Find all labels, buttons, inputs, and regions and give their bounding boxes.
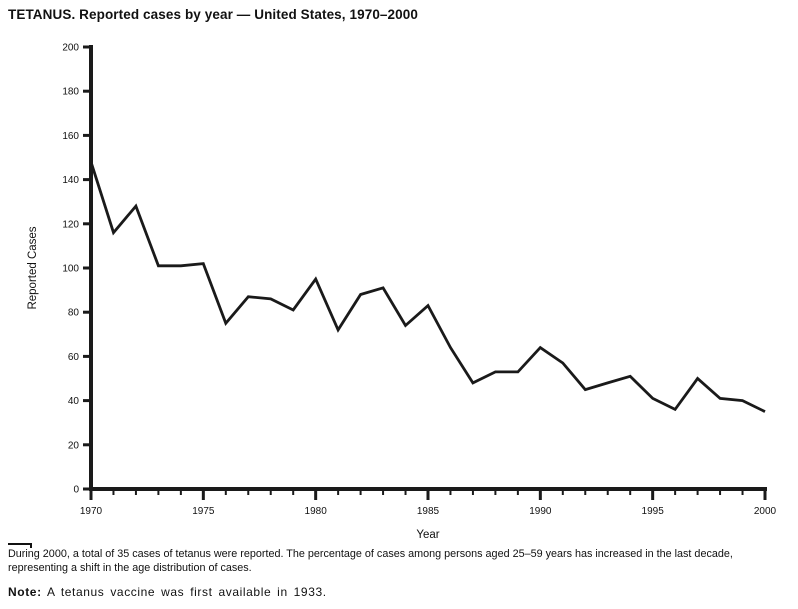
x-axis-label: Year	[416, 529, 439, 541]
y-axis-label: Reported Cases	[27, 226, 39, 309]
note-line: Note: A tetanus vaccine was first availa…	[8, 585, 788, 599]
x-tick-label: 1985	[417, 506, 440, 517]
y-tick-label: 20	[68, 440, 80, 451]
y-tick-label: 180	[62, 87, 79, 98]
y-tick-label: 120	[62, 219, 79, 230]
x-tick-label: 1975	[192, 506, 215, 517]
x-tick-label: 1980	[305, 506, 328, 517]
data-line	[89, 161, 766, 413]
y-tick-label: 200	[62, 43, 79, 54]
y-tick-label: 60	[68, 352, 80, 363]
footnote-rule	[8, 543, 32, 548]
y-tick-label: 80	[68, 308, 80, 319]
x-tick-label: 2000	[754, 506, 777, 517]
y-tick-label: 100	[62, 264, 79, 275]
y-tick-label: 40	[68, 396, 80, 407]
note-label: Note:	[8, 585, 42, 599]
footnote-text: During 2000, a total of 35 cases of teta…	[8, 548, 733, 574]
note-text: A tetanus vaccine was first available in…	[41, 585, 327, 599]
y-tick-label: 140	[62, 175, 79, 186]
x-tick-label: 1970	[80, 506, 103, 517]
y-tick-label: 160	[62, 131, 79, 142]
x-tick-label: 1995	[642, 506, 665, 517]
x-tick-label: 1990	[529, 506, 552, 517]
y-tick-label: 0	[73, 485, 79, 496]
chart-title: TETANUS. Reported cases by year — United…	[8, 7, 418, 22]
